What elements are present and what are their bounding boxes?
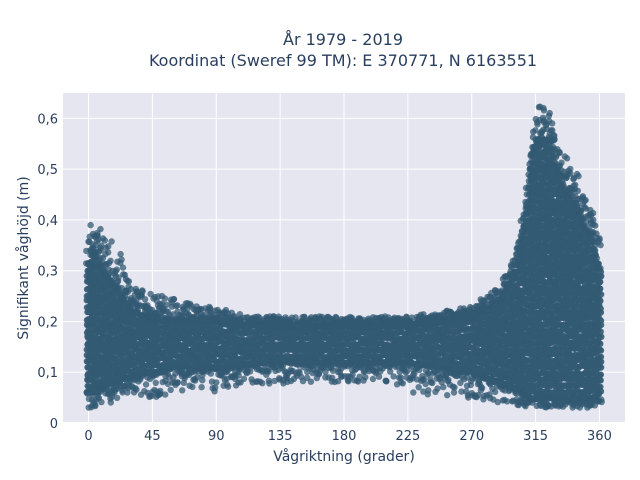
- data-point: [597, 291, 605, 298]
- data-points: [83, 103, 605, 411]
- data-point: [118, 256, 125, 263]
- data-point: [179, 387, 186, 394]
- chart-title-line1: År 1979 - 2019: [283, 30, 403, 49]
- data-point: [105, 249, 112, 256]
- data-point: [97, 225, 104, 233]
- data-point: [161, 295, 169, 302]
- data-point: [139, 288, 146, 295]
- data-point: [101, 237, 109, 244]
- data-point: [189, 383, 196, 391]
- data-point: [597, 353, 605, 361]
- data-point: [119, 264, 127, 271]
- data-point: [597, 340, 604, 347]
- data-point: [117, 250, 124, 258]
- data-point: [113, 394, 121, 402]
- data-point: [597, 317, 605, 324]
- data-point: [597, 377, 604, 384]
- data-point: [107, 257, 114, 264]
- data-point: [597, 278, 604, 286]
- data-point: [597, 297, 604, 305]
- data-point: [92, 401, 99, 409]
- data-point: [142, 381, 150, 388]
- data-point: [167, 386, 174, 394]
- data-point: [174, 379, 181, 386]
- data-point: [597, 328, 604, 335]
- data-point: [198, 384, 205, 391]
- data-point: [133, 386, 140, 393]
- data-point: [174, 302, 181, 309]
- data-point: [85, 261, 93, 269]
- data-point: [597, 347, 605, 354]
- chart-title-line2: Koordinat (Sweref 99 TM): E 370771, N 61…: [149, 51, 537, 70]
- data-point: [98, 398, 105, 406]
- data-point: [87, 221, 94, 229]
- data-point: [152, 379, 159, 386]
- data-point: [597, 364, 605, 371]
- data-point: [113, 266, 121, 273]
- data-point: [597, 383, 604, 391]
- data-point: [114, 277, 122, 285]
- data-point: [597, 305, 604, 312]
- data-point: [108, 238, 115, 245]
- data-point: [170, 296, 178, 303]
- data-point: [162, 391, 169, 398]
- data-point: [141, 296, 149, 303]
- data-point: [597, 285, 604, 292]
- data-point: [597, 371, 604, 378]
